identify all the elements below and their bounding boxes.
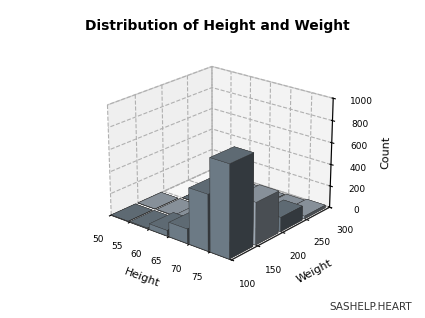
X-axis label: Height: Height [123, 267, 161, 289]
Title: Distribution of Height and Weight: Distribution of Height and Weight [85, 19, 350, 33]
Text: SASHELP.HEART: SASHELP.HEART [330, 302, 412, 312]
Y-axis label: Weight: Weight [295, 258, 334, 285]
